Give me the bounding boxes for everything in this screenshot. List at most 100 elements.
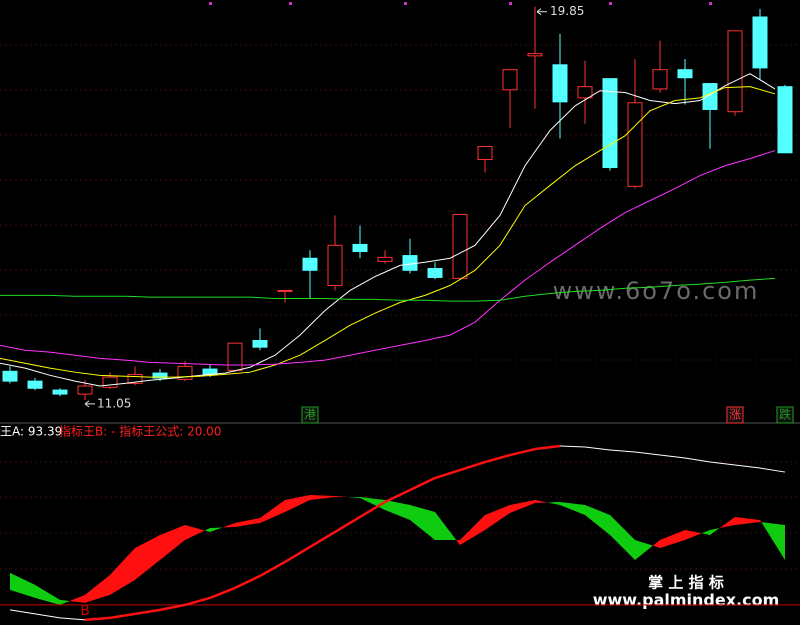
indicator-line [134,608,161,616]
candle-body [527,53,543,57]
ribbon [660,529,685,548]
indicator-line [634,451,661,456]
logo-url: www.palmindex.com [593,591,780,610]
ribbon [185,524,205,540]
ribbon [585,504,610,535]
candle-body [777,86,793,154]
signal-box [776,406,794,424]
ribbon [760,519,762,523]
ribbon [761,522,785,560]
candle-body [152,372,168,379]
indicator-line [259,560,286,578]
indicator-line [84,616,111,622]
indicator-line [409,476,436,492]
indicator-line [209,586,236,600]
ribbon [235,517,260,527]
ribbon [85,574,110,603]
indicator-line [759,467,786,473]
indicator-line [434,468,461,480]
candle-body [252,339,268,348]
candle-body [52,389,68,395]
candle-body [727,30,743,113]
candle-body [377,256,393,262]
signal-marker: B [80,603,90,619]
ribbon [610,514,635,560]
indicator-line [734,464,761,469]
indicator-line [709,461,736,466]
indicator-line [509,447,536,457]
indicator-line [609,449,636,453]
ribbon [456,539,460,545]
ribbon [69,594,85,603]
candle-body [752,16,768,69]
indicator-line [334,515,361,534]
candle-body [702,83,718,110]
ribbon [460,514,485,545]
indicator-line [284,545,311,564]
ribbon [35,584,60,605]
legend-b: 指标王B: - 指标王公式: 20.00 [59,424,221,439]
dot [709,2,712,5]
candle-body [502,69,518,91]
ribbon [410,504,435,540]
ribbon [735,516,760,525]
ribbon [685,529,702,540]
candle-body [427,268,443,278]
ribbon [435,511,457,540]
indicator-line [459,460,486,472]
indicator-line [659,454,686,459]
ribbon [204,527,210,532]
signal-label: 涨 [729,407,741,422]
indicator-line [184,596,211,607]
ribbon [710,528,720,535]
dot [509,2,512,5]
indicator-line [534,444,561,451]
candle-body [577,86,593,99]
candle-body [652,69,668,90]
candle-body [327,244,343,287]
ribbon [560,501,585,515]
dot [209,2,212,5]
dot [404,2,407,5]
ma-line [0,150,776,366]
grid [0,44,800,570]
candle-body [452,213,468,279]
legend-a: 王A: 93.39 [0,425,62,439]
ribbon [347,496,360,499]
ribbon [160,524,185,560]
ribbon [310,494,335,500]
indicator-line [9,609,36,615]
ma-line [0,277,776,302]
ribbon [510,499,535,513]
candle-body [27,380,43,389]
signal-box [726,406,744,424]
candle-body [602,78,618,169]
indicator-line [559,445,586,448]
candle-body [102,376,118,388]
candle-body [302,257,318,271]
candle-body [277,289,293,292]
ribbon [222,522,235,528]
indicator-line [309,530,336,549]
ribbon [60,599,70,605]
ribbon [535,499,548,503]
ribbon [335,495,348,497]
signal-box [301,406,319,424]
logo-title: 掌 上 指 标 [648,574,724,592]
indicator-line [584,446,611,451]
ribbon [10,572,35,598]
candle-body [77,385,93,395]
candle-body [352,243,368,253]
ribbon [385,499,410,520]
ribbon [260,499,285,523]
indicator-line [484,453,511,464]
indicator-line [159,603,186,612]
annotation-arrow [84,400,95,408]
ribbon [210,527,223,532]
candle-body [552,64,568,103]
indicator-line [684,457,711,463]
candle-body [477,146,493,161]
ribbon [110,547,135,595]
